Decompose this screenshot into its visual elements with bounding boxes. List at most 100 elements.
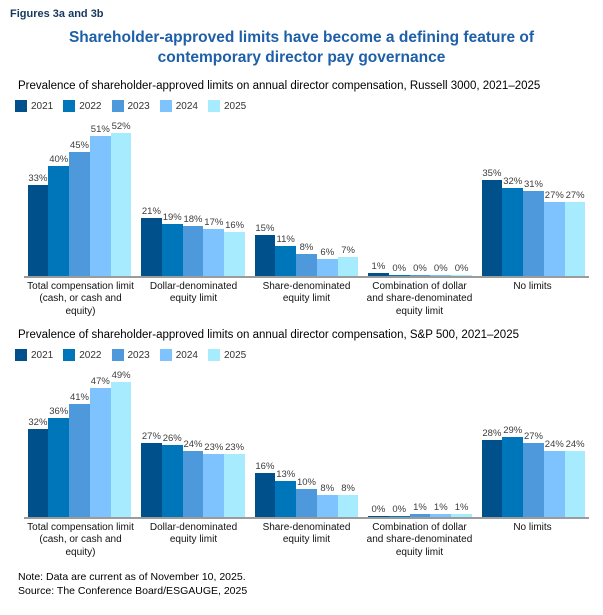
bar-value-label: 32% [28,416,48,428]
bar-value-label: 8% [320,482,335,494]
bar-value-label: 17% [204,217,224,229]
bar [543,201,565,276]
bar-value-label: 35% [482,167,502,179]
bar-group: 16% 13% 10% 8% 8% [251,461,362,517]
bar [388,515,410,517]
bar-column: 0% [430,263,452,276]
bar-value-label: 1% [454,502,469,514]
legend-swatch [15,100,27,113]
bar-column: 33% [27,173,49,276]
bar-column: 52% [110,120,132,276]
category-label: Share-denominated equity limit [262,521,351,546]
bar [254,234,276,276]
legend-swatch [159,100,172,113]
bar-column: 8% [337,483,359,517]
chart-category-labels: Total compensation limit (cash, or cash … [24,281,589,319]
bar-value-label: 23% [204,441,224,453]
bar-column: 1% [409,502,431,517]
bar-column: 23% [224,442,245,517]
bar-column: 8% [316,482,338,517]
bar-group: 27% 26% 24% 23% 23% [138,431,249,517]
bar-group: 35% 32% 31% 27% 27% [478,168,589,276]
bar [316,259,338,276]
bar-column: 1% [430,502,452,517]
bar [161,223,183,276]
bar-value-label: 15% [255,222,275,234]
category-label: Share-denominated equity limit [262,280,351,305]
legend-year-label: 2022 [79,349,102,361]
bar [182,226,204,276]
bar-value-label: 7% [341,244,355,256]
bar [523,190,544,276]
bar [161,445,183,517]
legend-swatch [159,349,172,362]
bar [481,179,503,276]
bar-column: 0% [368,504,389,517]
legend-swatch [111,100,124,113]
page-title: Shareholder-approved limits have become … [10,28,593,69]
legend-swatch [63,349,76,362]
legend-year-label: 2024 [175,100,198,112]
bar-column: 49% [110,370,132,517]
bar-column: 41% [69,392,90,517]
legend-year-label: 2023 [127,100,150,112]
figure-page: Figures 3a and 3b Shareholder-approved l… [10,8,593,597]
bar-value-label: 33% [28,173,48,185]
bar [275,245,297,276]
bar-value-label: 27% [523,430,543,442]
bar-value-label: 52% [111,120,131,132]
chart-plot: 33% 40% 45% 51% 52% 21% 19% 18% 17% 16% 15% 11% 8% 6%… [24,119,589,278]
chart-subtitle-sp-500: Prevalence of shareholder-approved limit… [18,328,519,341]
bar-value-label: 27% [544,189,564,201]
legend-year-label: 2025 [224,100,247,112]
bar-group: 1% 0% 0% 0% 0% [365,261,476,276]
bar-value-label: 49% [111,370,131,382]
bar-column: 28% [481,428,503,517]
bar-column: 29% [502,425,524,517]
bar [368,515,389,517]
bar [564,450,586,517]
bar [27,428,49,517]
bar-value-label: 8% [299,241,314,253]
bar [296,489,317,517]
bar-column: 13% [275,469,297,517]
figure-label: Figures 3a and 3b [10,8,104,20]
legend-item: 2024 [159,349,198,362]
bar-column: 18% [182,214,204,276]
bar [69,152,90,276]
bar-column: 7% [337,244,359,276]
bar-value-label: 27% [141,430,161,442]
bar-value-label: 0% [371,503,386,515]
category-label: Combination of dollar and share-denomina… [366,521,473,558]
bar [182,450,204,517]
bar [110,382,132,517]
legend-year-label: 2021 [31,349,54,361]
category-label: Dollar-denominated equity limit [149,521,238,546]
bar [69,404,90,517]
bar [27,185,49,276]
bar [316,494,338,517]
bar [296,253,317,276]
bar-value-label: 16% [255,460,275,472]
bar-value-label: 21% [141,206,161,218]
bar [368,273,389,276]
chart-plot: 32% 36% 41% 47% 49% 27% 26% 24% 23% 23% 16% 13% 10% 8… [24,368,589,519]
chart-russell-3000: Prevalence of shareholder-approved limit… [10,80,593,319]
bar [89,387,111,517]
bar-column: 0% [409,263,431,276]
bar-value-label: 16% [225,219,245,231]
bar [502,187,524,276]
bar-column: 19% [161,212,183,276]
bar-column: 10% [296,477,317,517]
page-title-line2: contemporary director pay governance [157,49,446,67]
bar [543,450,565,517]
bar-value-label: 27% [565,189,585,201]
bar-column: 1% [451,502,472,517]
bar-column: 23% [203,441,225,517]
legend-year-label: 2024 [175,349,198,361]
legend-item: 2022 [63,349,102,362]
legend-swatch [15,349,27,362]
bar-value-label: 13% [276,469,296,481]
legend-item: 2023 [111,100,150,113]
bar-value-label: 29% [503,425,523,437]
